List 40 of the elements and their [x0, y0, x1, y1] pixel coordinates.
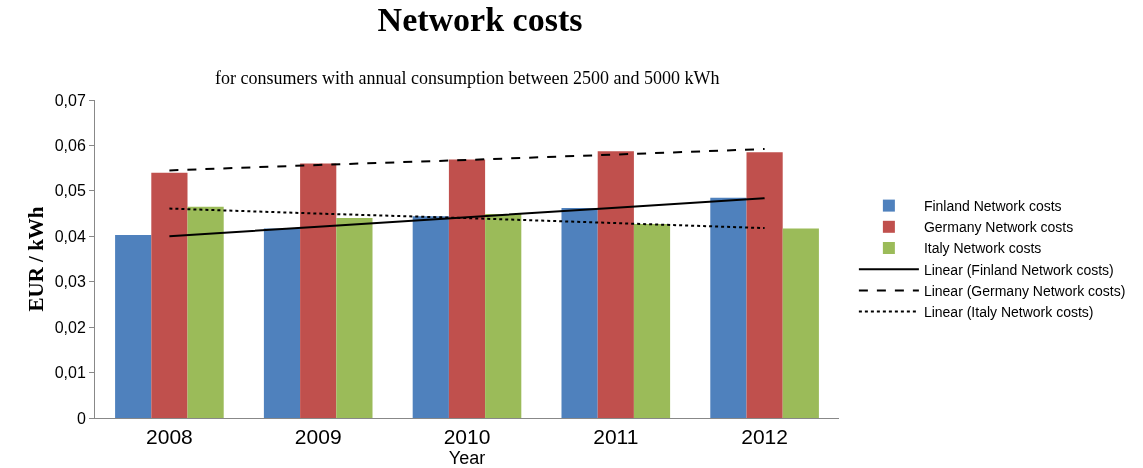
- line-series: [168, 148, 766, 172]
- bar: [597, 151, 634, 418]
- bar: [115, 234, 152, 418]
- bar: [187, 206, 224, 418]
- x-tick-label: 2010: [443, 425, 491, 449]
- x-axis-title: Year: [448, 448, 486, 468]
- x-tick-label: 2011: [593, 425, 639, 449]
- legend-label: Linear (Finland Network costs): [923, 261, 1114, 278]
- chart-subtitle: for consumers with annual consumption between 2500 and 5000 kWh: [215, 68, 720, 88]
- x-tick-label: 2008: [146, 425, 193, 449]
- bar: [412, 216, 449, 418]
- line-series: [168, 197, 766, 238]
- y-tick-label: 0,05: [54, 182, 86, 200]
- y-tick-label: 0,07: [54, 91, 86, 109]
- bar: [710, 197, 747, 418]
- y-tick-label: 0,02: [54, 318, 86, 336]
- legend-label: Italy Network costs: [923, 240, 1042, 257]
- bar: [782, 228, 819, 418]
- y-tick-label: 0,03: [54, 273, 86, 291]
- legend-label: Finland Network costs: [923, 198, 1062, 215]
- legend-label: Germany Network costs: [923, 219, 1074, 236]
- bar: [448, 159, 486, 418]
- chart-title: Network costs: [377, 0, 583, 38]
- y-axis-title: EUR / kWh: [24, 206, 48, 312]
- y-tick-label: 0,04: [54, 227, 86, 245]
- y-tick-label: 0,01: [54, 364, 86, 382]
- bar: [336, 218, 373, 418]
- x-tick-label: 2012: [741, 425, 788, 449]
- legend-label: Linear (Germany Network costs): [923, 282, 1126, 299]
- bar: [151, 172, 188, 418]
- y-tick-label: 0: [76, 409, 86, 427]
- bar: [633, 224, 671, 418]
- bar: [561, 208, 598, 418]
- bar: [485, 214, 522, 418]
- bar: [300, 163, 337, 418]
- x-tick-label: 2009: [294, 425, 342, 449]
- bar: [746, 152, 783, 418]
- legend-label: Linear (Italy Network costs): [923, 304, 1094, 321]
- y-tick-label: 0,06: [54, 137, 86, 155]
- bar: [263, 228, 301, 418]
